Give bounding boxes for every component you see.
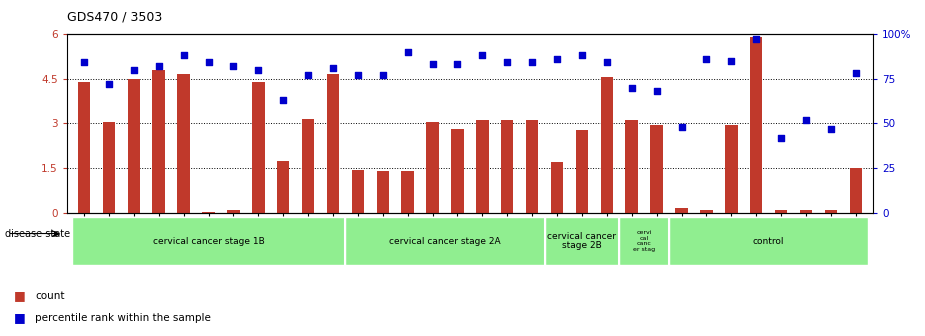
Text: disease state: disease state [5, 228, 69, 239]
Point [226, 63, 240, 69]
Point [500, 60, 514, 65]
Bar [103, 122, 115, 213]
Point [798, 117, 813, 123]
Bar [625, 121, 638, 213]
Text: ■: ■ [14, 311, 26, 324]
Point [401, 49, 415, 54]
Point [276, 97, 290, 103]
Point [152, 63, 166, 69]
Bar [669, 217, 869, 265]
Bar [352, 170, 364, 213]
Bar [401, 171, 413, 213]
Point [699, 56, 714, 61]
Bar [253, 82, 265, 213]
Point [127, 67, 142, 72]
Point [77, 60, 92, 65]
Bar [376, 171, 389, 213]
Bar [476, 121, 488, 213]
Bar [600, 77, 613, 213]
Point [301, 72, 315, 78]
Point [426, 61, 440, 67]
Point [475, 52, 489, 58]
Bar [675, 208, 687, 213]
Bar [426, 122, 438, 213]
Point [674, 124, 689, 130]
Point [524, 60, 539, 65]
Bar [825, 210, 837, 213]
Point [376, 72, 390, 78]
Bar [775, 210, 787, 213]
Point [450, 61, 465, 67]
Bar [725, 125, 737, 213]
Text: cervical cancer
stage 2B: cervical cancer stage 2B [548, 232, 616, 250]
Bar [78, 82, 91, 213]
Point [649, 88, 664, 94]
Text: cervi
cal
canc
er stag: cervi cal canc er stag [633, 230, 655, 252]
Point [599, 60, 614, 65]
Point [549, 56, 564, 61]
Bar [71, 217, 345, 265]
Point [624, 85, 639, 90]
Bar [526, 121, 538, 213]
Bar [451, 129, 463, 213]
Text: control: control [753, 237, 784, 246]
Point [201, 60, 216, 65]
Bar [750, 37, 762, 213]
Bar [277, 161, 290, 213]
Point [848, 71, 863, 76]
Point [724, 58, 739, 63]
Bar [849, 168, 862, 213]
Bar [302, 119, 314, 213]
Point [773, 135, 788, 140]
Bar [128, 79, 140, 213]
Bar [575, 130, 588, 213]
Point [823, 126, 838, 132]
Bar [153, 70, 165, 213]
Text: percentile rank within the sample: percentile rank within the sample [35, 312, 211, 323]
Bar [327, 74, 339, 213]
Point [326, 65, 340, 71]
Bar [619, 217, 669, 265]
Text: count: count [35, 291, 65, 301]
Bar [545, 217, 619, 265]
Text: cervical cancer stage 2A: cervical cancer stage 2A [389, 237, 500, 246]
Point [251, 67, 265, 72]
Bar [178, 74, 190, 213]
Point [176, 52, 191, 58]
Text: ■: ■ [14, 289, 26, 302]
Point [351, 72, 365, 78]
Bar [228, 210, 240, 213]
Bar [203, 212, 215, 213]
Bar [550, 162, 563, 213]
Bar [345, 217, 545, 265]
Text: GDS470 / 3503: GDS470 / 3503 [67, 10, 162, 23]
Bar [501, 121, 513, 213]
Text: cervical cancer stage 1B: cervical cancer stage 1B [153, 237, 265, 246]
Text: ▶: ▶ [54, 229, 60, 238]
Bar [650, 125, 663, 213]
Point [574, 52, 589, 58]
Bar [800, 210, 812, 213]
Point [749, 36, 764, 42]
Point [102, 81, 117, 87]
Bar [700, 210, 712, 213]
